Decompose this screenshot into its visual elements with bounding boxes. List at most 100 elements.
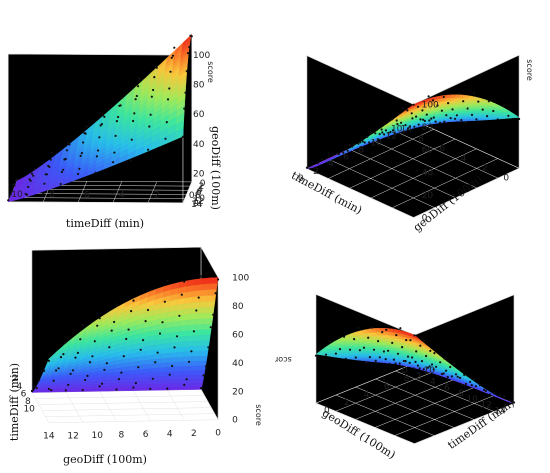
- x-tick-label: 6: [84, 190, 90, 200]
- y-tick-label: 8: [358, 146, 364, 156]
- data-point: [455, 114, 458, 117]
- data-point: [189, 34, 192, 37]
- data-point: [47, 387, 51, 391]
- z-tick-label: 0: [193, 199, 199, 209]
- data-point: [149, 387, 152, 390]
- data-point: [445, 369, 448, 372]
- data-point: [207, 346, 210, 349]
- data-point: [387, 132, 390, 135]
- z-tick-label: 80: [193, 81, 205, 91]
- data-point: [181, 135, 185, 138]
- y-tick-label: 4: [197, 185, 203, 195]
- data-point: [474, 385, 477, 388]
- surface-cell: [175, 356, 185, 363]
- data-point: [130, 138, 133, 141]
- data-point: [197, 296, 200, 299]
- surface-cell: [158, 367, 168, 373]
- data-point: [91, 355, 94, 358]
- grid-line: [328, 129, 434, 179]
- data-point: [518, 117, 521, 121]
- y-tick-label: 6: [196, 188, 202, 198]
- surface-cell: [154, 387, 164, 391]
- surface-cell: [200, 283, 210, 291]
- data-point: [110, 329, 113, 332]
- x-tick-label: 2: [191, 429, 197, 439]
- data-point: [78, 167, 81, 170]
- y-tick-label: 6: [384, 382, 390, 392]
- surface-cell: [163, 383, 173, 388]
- data-point: [327, 161, 330, 164]
- data-point: [404, 360, 407, 363]
- data-point: [171, 364, 174, 368]
- surface-cell: [170, 386, 180, 391]
- data-point: [50, 389, 53, 392]
- data-point: [369, 131, 372, 134]
- scatter-points: [7, 34, 193, 202]
- surface-cell: [134, 373, 144, 379]
- x-axis-label: geoDiff (100m): [63, 453, 147, 466]
- data-point: [451, 108, 454, 111]
- y-tick-label: 10: [23, 405, 35, 415]
- grid-line: [412, 119, 520, 169]
- data-point: [152, 88, 155, 92]
- data-point: [114, 134, 117, 137]
- x-tick-label: 8: [119, 430, 125, 440]
- data-point: [460, 383, 463, 386]
- data-point: [105, 362, 108, 365]
- data-point: [55, 369, 58, 372]
- data-point: [361, 140, 364, 143]
- data-point: [132, 119, 135, 123]
- data-point: [428, 365, 431, 368]
- data-point: [351, 145, 354, 148]
- data-point: [364, 361, 367, 364]
- data-point: [395, 334, 398, 337]
- data-point: [120, 96, 123, 99]
- surface-cell: [159, 362, 169, 369]
- z-tick-label: 40: [422, 168, 434, 178]
- surface-cell: [168, 352, 178, 359]
- data-point: [100, 123, 103, 126]
- data-point: [419, 118, 422, 121]
- data-point: [7, 199, 10, 202]
- y-tick-label: 0: [324, 406, 330, 416]
- data-point: [166, 279, 169, 282]
- data-point: [470, 113, 474, 116]
- data-point: [454, 117, 457, 120]
- data-point: [150, 95, 153, 98]
- data-point: [59, 356, 63, 359]
- data-point: [190, 350, 193, 353]
- data-point: [434, 120, 437, 123]
- grid-line: [315, 362, 416, 404]
- surface-cell: [174, 361, 184, 368]
- y-tick-label: 14: [191, 200, 203, 210]
- y-tick-label: 4: [328, 160, 334, 170]
- data-point: [346, 149, 349, 152]
- surface-cell: [116, 388, 126, 392]
- data-point: [217, 278, 220, 281]
- x-tick-label: 6: [444, 383, 450, 393]
- surface-cell: [173, 370, 183, 377]
- grid-line: [200, 389, 219, 420]
- surface-cell: [157, 371, 167, 377]
- grid-line: [374, 387, 475, 428]
- data-point: [200, 386, 203, 390]
- data-point: [59, 182, 62, 186]
- grid-line: [31, 392, 50, 423]
- data-point: [102, 114, 105, 117]
- data-point: [85, 125, 88, 128]
- surface-cell: [190, 307, 200, 315]
- surface-cell: [150, 372, 160, 378]
- data-point: [372, 140, 375, 143]
- surface-cell: [170, 383, 180, 388]
- data-point: [460, 118, 463, 122]
- data-point: [108, 346, 111, 349]
- y-tick-label: 2: [199, 182, 205, 192]
- data-point: [42, 192, 45, 195]
- plot-area: [314, 294, 516, 445]
- x-tick-label: 10: [91, 431, 103, 441]
- data-point: [71, 369, 75, 372]
- surface-cell: [185, 386, 195, 390]
- data-point: [170, 56, 173, 59]
